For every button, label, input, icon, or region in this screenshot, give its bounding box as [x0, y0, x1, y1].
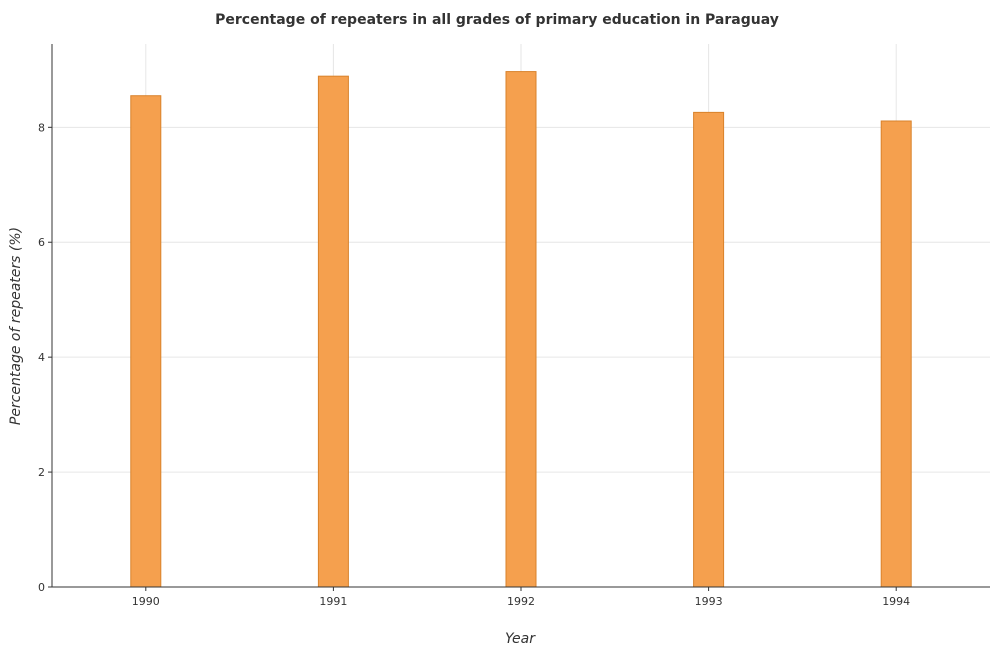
- x-tick-label: 1991: [319, 595, 347, 608]
- bar-1991: [317, 75, 349, 588]
- x-tick-label: 1993: [695, 595, 723, 608]
- axes: [48, 44, 990, 591]
- bar-1992: [505, 71, 537, 588]
- y-tick-label: 8: [38, 121, 45, 134]
- x-tick-label: 1994: [882, 595, 910, 608]
- y-axis-label: Percentage of repeaters (%): [8, 227, 24, 425]
- x-tick-labels: 1990 1991 1992 1993 1994: [132, 595, 910, 608]
- x-tick-label: 1992: [507, 595, 535, 608]
- y-tick-label: 0: [38, 581, 45, 594]
- y-tick-label: 2: [38, 466, 45, 479]
- x-tick-label: 1990: [132, 595, 160, 608]
- x-axis-label: Year: [505, 631, 536, 647]
- bar-1990: [130, 95, 162, 588]
- y-tick-label: 4: [38, 351, 45, 364]
- bar-1994: [880, 120, 912, 588]
- bars: [130, 71, 912, 588]
- chart-title: Percentage of repeaters in all grades of…: [215, 12, 779, 28]
- y-tick-labels: 0 2 4 6 8: [38, 121, 45, 594]
- y-tick-label: 6: [38, 236, 45, 249]
- bar-1993: [693, 111, 725, 588]
